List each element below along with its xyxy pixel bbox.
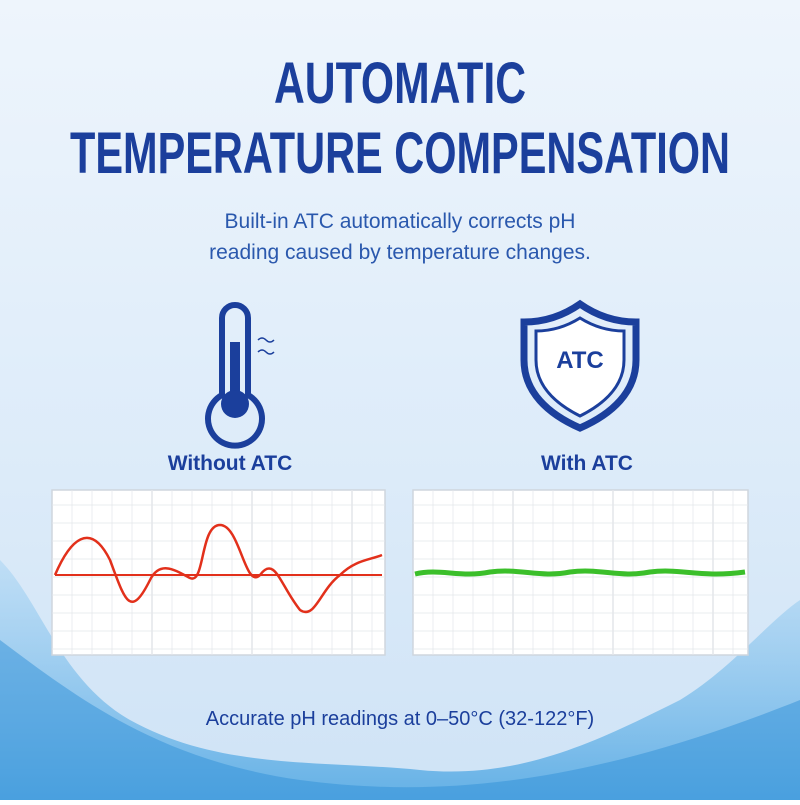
subtitle-line: Built-in ATC automatically corrects pH (225, 210, 576, 233)
title-line: TEMPERATURE COMPENSATION (70, 121, 730, 186)
panel-label: With ATC (541, 452, 633, 475)
panel-label: Without ATC (168, 452, 293, 475)
thermometer-icon (205, 302, 275, 449)
water-wave (0, 640, 800, 800)
unstable-wave (53, 523, 383, 614)
shield-icon (520, 299, 640, 432)
water (0, 560, 800, 800)
title-line: AUTOMATIC (274, 51, 526, 116)
footer: Accurate pH readings at 0–50°C (32-122°F… (206, 708, 594, 730)
stable-wave (414, 568, 746, 577)
chart-box (51, 489, 386, 656)
icon-text: ATC (556, 347, 604, 374)
subtitle-line: reading caused by temperature changes. (209, 241, 591, 264)
